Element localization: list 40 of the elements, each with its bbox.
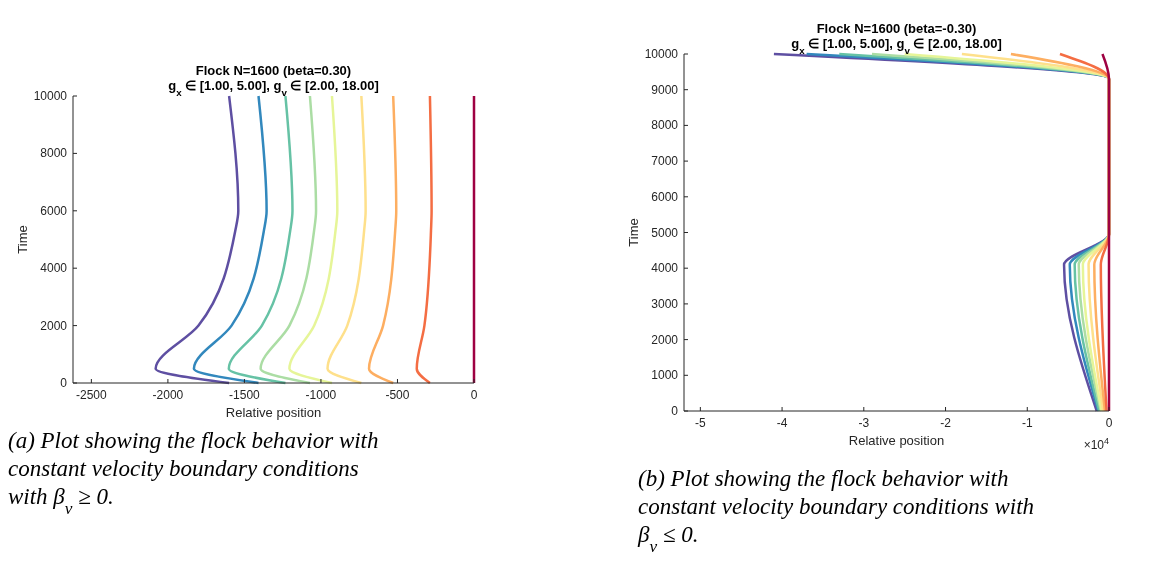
y-tick-label: 0: [671, 404, 679, 418]
text: ×10$^{4}$: [1083, 436, 1109, 452]
y-axis-title: Time: [626, 218, 641, 247]
y-tick-label: 7000: [651, 154, 679, 169]
y-tick-label: 6000: [40, 203, 68, 218]
x-tick-label: -2: [940, 416, 952, 430]
x-tick-label: -3: [858, 416, 870, 430]
x-tick-label: -500: [385, 388, 410, 402]
x-tick-label: -1: [1021, 416, 1033, 430]
y-tick-label: 1000: [651, 368, 679, 383]
y-tick-label: 2000: [40, 318, 68, 333]
x-tick-label: 0: [470, 388, 478, 402]
y-tick-label: 6000: [651, 189, 679, 204]
x-tick-label: -1000: [305, 388, 337, 402]
y-tick-label: 9000: [651, 82, 679, 97]
y-tick-label: 2000: [651, 332, 679, 347]
text: (b) Plot showing the flock behavior with constant velocity boundary conditions with β$_{v}$ ≤ 0.: [637, 466, 1035, 556]
x-tick-label: -1500: [229, 388, 261, 402]
y-tick-label: 8000: [651, 118, 679, 133]
text: (a) Plot showing the flock behavior with constant velocity boundary conditions with β$_{v}$ ≥ 0.: [8, 428, 379, 518]
y-tick-label: 10000: [33, 89, 68, 103]
chart-title: Flock N=1600 (beta=-0.30): [816, 21, 977, 36]
x-tick-label: -2500: [76, 388, 108, 402]
x-tick-label: -4: [776, 416, 788, 430]
chart-subtitle: g$_{x}$ ∈ [1.00, 5.00], g$_{v}$ ∈ [2.00, 18.00]: [791, 36, 1002, 56]
y-tick-label: 8000: [40, 146, 68, 161]
chart-subtitle: g$_{x}$ ∈ [1.00, 5.00], g$_{v}$ ∈ [2.00, 18.00]: [168, 78, 379, 98]
chart-title: Flock N=1600 (beta=0.30): [195, 63, 352, 78]
y-tick-label: 3000: [651, 296, 679, 311]
y-tick-label: 4000: [40, 261, 68, 276]
y-tick-label: 10000: [644, 47, 679, 61]
x-tick-label: -2000: [152, 388, 184, 402]
x-tick-label: 0: [1105, 416, 1113, 430]
x-axis-title: Relative position: [848, 433, 945, 448]
y-tick-label: 5000: [651, 225, 679, 240]
x-axis-title: Relative position: [225, 405, 322, 420]
y-axis-title: Time: [15, 225, 30, 254]
x-tick-label: -5: [695, 416, 707, 430]
y-tick-label: 0: [60, 376, 68, 390]
y-tick-label: 4000: [651, 261, 679, 276]
